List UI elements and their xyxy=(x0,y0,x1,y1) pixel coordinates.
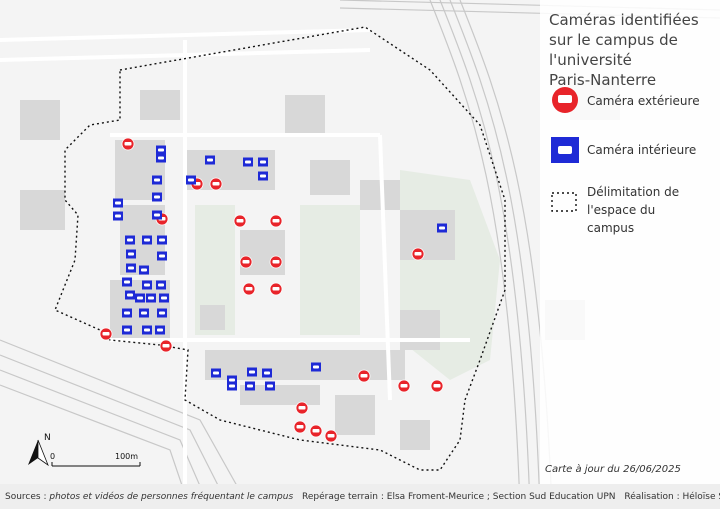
camera-icon xyxy=(207,158,213,162)
camera-icon xyxy=(245,160,251,164)
legend-boundary-symbol xyxy=(551,192,577,212)
camera-icon xyxy=(433,384,441,388)
camera-icon xyxy=(158,156,164,160)
camera-icon xyxy=(264,371,270,375)
camera-icon xyxy=(162,344,170,348)
camera-icon xyxy=(154,213,160,217)
camera-icon xyxy=(144,328,150,332)
roads xyxy=(0,28,470,509)
legend-interior-label: Caméra intérieure xyxy=(587,143,696,157)
camera-icon xyxy=(236,219,244,223)
camera-icon xyxy=(124,142,132,146)
camera-icon xyxy=(154,178,160,182)
camera-icon xyxy=(272,260,280,264)
camera-icon xyxy=(154,195,160,199)
camera-icon xyxy=(327,434,335,438)
north-label: N xyxy=(44,433,51,443)
camera-icon xyxy=(127,293,133,297)
camera-icon xyxy=(161,296,167,300)
legend-interior-icon xyxy=(558,146,572,154)
camera-icon xyxy=(144,238,150,242)
camera-icon xyxy=(313,365,319,369)
text-line: Délimitation de xyxy=(587,185,679,199)
sources: photos et vidéos de personnes fréquentan… xyxy=(48,491,293,502)
camera-icon xyxy=(115,214,121,218)
survey: Repérage terrain : Elsa Froment-Meurice … xyxy=(302,491,615,502)
scale-end: 100m xyxy=(115,452,138,461)
camera-icon xyxy=(157,328,163,332)
camera-icon xyxy=(267,384,273,388)
camera-icon xyxy=(414,252,422,256)
legend: Caméra extérieure Caméra intérieure Déli… xyxy=(551,87,700,235)
camera-icon xyxy=(212,182,220,186)
camera-icon xyxy=(260,160,266,164)
camera-icon xyxy=(229,384,235,388)
text-line: campus xyxy=(587,221,634,235)
camera-icon xyxy=(188,178,194,182)
camera-icon xyxy=(158,283,164,287)
camera-icon xyxy=(272,219,280,223)
camera-icon xyxy=(296,425,304,429)
camera-icon xyxy=(229,378,235,382)
camera-icon xyxy=(298,406,306,410)
camera-markers xyxy=(99,137,447,443)
camera-icon xyxy=(158,148,164,152)
camera-icon xyxy=(159,238,165,242)
camera-icon xyxy=(272,287,280,291)
legend-boundary-label: Délimitation de l'espace du campus xyxy=(587,185,679,235)
text-line: Caméras identifiées xyxy=(549,11,699,29)
camera-icon xyxy=(213,371,219,375)
text-line: Paris-Nanterre xyxy=(549,71,656,89)
scale-start: 0 xyxy=(50,452,55,461)
campus-boundary xyxy=(54,26,506,471)
camera-icon xyxy=(124,311,130,315)
camera-icon xyxy=(159,311,165,315)
legend-exterior-icon xyxy=(558,95,572,103)
camera-icon xyxy=(127,238,133,242)
camera-icon xyxy=(141,311,147,315)
camera-icon xyxy=(360,374,368,378)
camera-icon xyxy=(102,332,110,336)
camera-icon xyxy=(124,280,130,284)
camera-icon xyxy=(400,384,408,388)
camera-icon xyxy=(141,268,147,272)
credits-bar xyxy=(0,484,720,509)
camera-icon xyxy=(128,252,134,256)
camera-icon xyxy=(312,429,320,433)
north-arrow xyxy=(28,440,38,465)
credits: Sources : photos et vidéos de personnes … xyxy=(5,491,720,502)
camera-icon xyxy=(439,226,445,230)
north-arrow-half xyxy=(37,439,49,467)
text-line: sur le campus de xyxy=(549,31,678,49)
legend-exterior-label: Caméra extérieure xyxy=(587,94,700,108)
author: Réalisation : Héloïse Soupizet - 2025 xyxy=(624,491,720,502)
camera-icon xyxy=(137,296,143,300)
text-line: l'espace du xyxy=(587,203,655,217)
title: Caméras identifiées sur le campus de l'uni… xyxy=(549,11,699,89)
camera-icon xyxy=(260,174,266,178)
camera-icon xyxy=(124,328,130,332)
text-line: l'université xyxy=(549,51,632,69)
camera-icon xyxy=(245,287,253,291)
legend-panel xyxy=(540,0,720,484)
camera-icon xyxy=(148,296,154,300)
camera-icon xyxy=(115,201,121,205)
camera-icon xyxy=(144,283,150,287)
camera-icon xyxy=(128,266,134,270)
camera-icon xyxy=(159,254,165,258)
camera-icon xyxy=(242,260,250,264)
camera-icon xyxy=(249,370,255,374)
date: Carte à jour du 26/06/2025 xyxy=(545,463,681,475)
sources-label: Sources : xyxy=(5,492,47,502)
camera-icon xyxy=(247,384,253,388)
